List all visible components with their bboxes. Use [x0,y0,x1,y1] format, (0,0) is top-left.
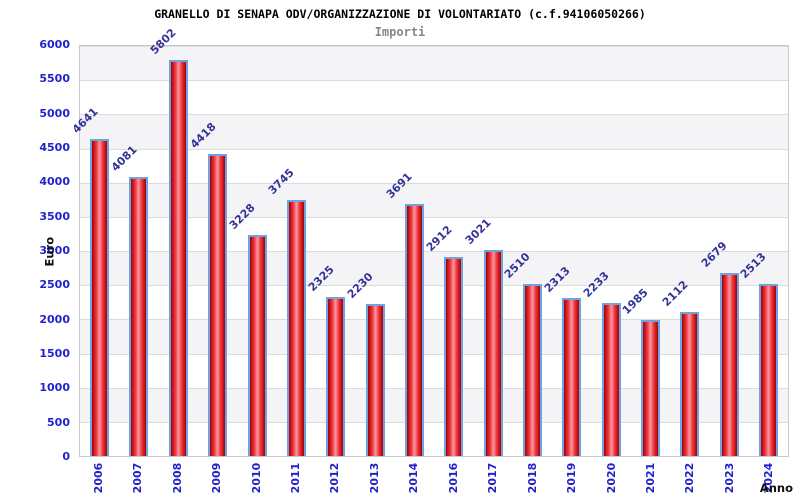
x-tick-label: 2010 [249,462,263,494]
y-tick-label: 0 [62,450,70,463]
x-tick-label: 2017 [486,462,500,494]
bar-2014 [404,203,424,456]
bar-2016 [444,257,464,456]
bar-2012 [326,297,346,456]
x-tick-label: 2018 [525,462,539,494]
chart-subtitle: Importi [374,25,426,39]
grid-band [80,80,788,115]
grid-band [80,182,788,217]
y-tick-label: 3500 [39,209,70,223]
x-tick-label: 2020 [604,462,618,494]
grid-band [80,46,788,81]
grid-band [80,148,788,183]
grid-band [80,421,788,456]
y-tick-label: 5000 [39,106,70,120]
bar-2019 [562,297,582,456]
bar-2008 [168,59,188,456]
grid-band [80,251,788,286]
y-tick-label: 5500 [39,72,70,86]
x-tick-label: 2008 [170,462,184,494]
y-tick-label: 3000 [39,244,70,257]
x-tick-label: 2021 [643,462,657,494]
bar-2007 [129,177,149,456]
x-tick-label: 2019 [565,462,579,494]
bar-2017 [483,249,503,456]
x-axis: 2006 2007 2008 2009 2010 2011 2012 2013 2014 2016… [79,457,789,500]
y-axis-title: Euro [42,236,57,267]
bar-2010 [247,235,267,456]
grid-band [80,114,788,149]
x-tick-label: 2022 [683,462,697,494]
bar-2020 [601,303,621,456]
x-tick-label: 2012 [328,462,342,494]
x-tick-label: 2007 [131,462,145,494]
grid-band [80,319,788,354]
bar-2021 [640,320,660,456]
bar-2018 [522,284,542,456]
x-tick-label: 2011 [288,462,302,494]
bar-2011 [286,200,306,456]
x-tick-label: 2013 [367,462,381,494]
bar-2024 [758,284,778,456]
bar-2009 [208,154,228,456]
y-tick-label: 2000 [39,312,70,326]
y-tick-label: 500 [47,415,70,429]
bar-2013 [365,303,385,456]
bar-2022 [680,311,700,456]
x-axis-title: Anno [759,481,793,495]
y-tick-label: 4000 [39,175,70,189]
x-tick-label: 2014 [407,462,421,494]
grid-band [80,216,788,251]
x-tick-label: 2016 [446,462,460,494]
y-tick-label: 6000 [39,38,70,51]
x-tick-label: 2006 [91,462,105,494]
y-tick-label: 1500 [39,347,70,360]
grid-band [80,285,788,320]
y-tick-label: 4500 [39,141,70,154]
plot-area: 4641 4081 5802 4418 3228 3745 2325 2230 3691 2912… [69,26,789,457]
y-tick-label: 1000 [39,381,70,395]
chart-title: GRANELLO DI SENAPA ODV/ORGANIZZAZIONE DI… [154,7,646,21]
grid-band [80,387,788,422]
bar-2006 [90,138,110,456]
grid-band [80,353,788,388]
x-tick-label: 2023 [722,462,736,494]
bar-2023 [719,272,739,456]
x-tick-label: 2009 [210,462,224,494]
y-tick-label: 2500 [39,278,70,292]
